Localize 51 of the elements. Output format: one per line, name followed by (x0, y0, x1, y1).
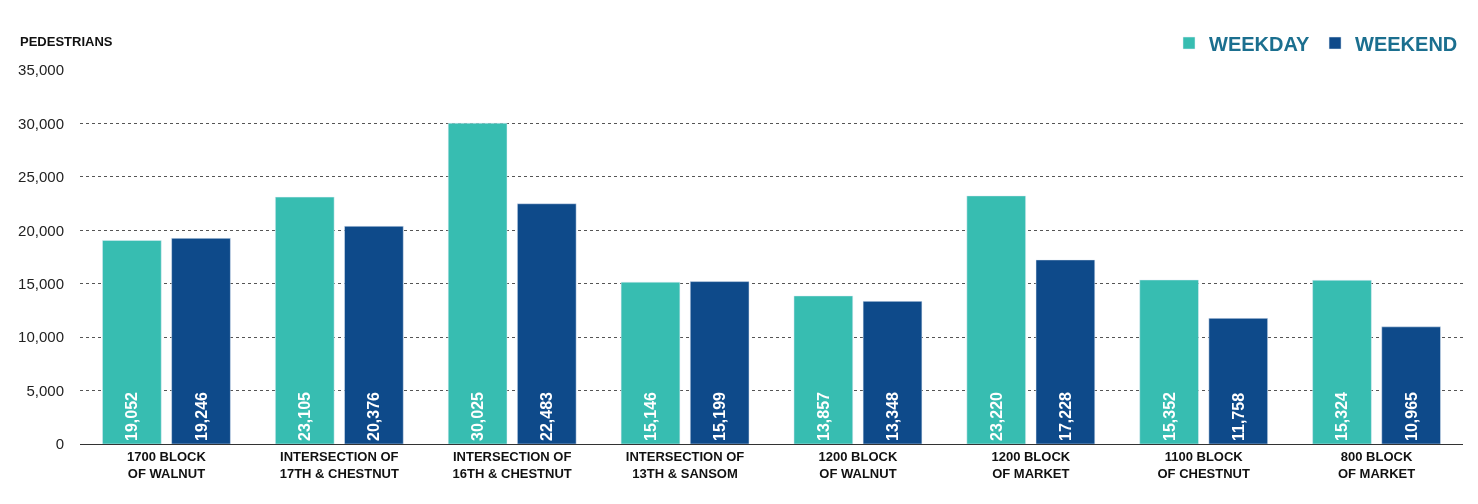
x-tick-label: INTERSECTION OF 16TH & CHESTNUT (452, 448, 572, 481)
data-label: 23,105 (296, 391, 314, 441)
bar (447, 122, 508, 444)
y-tick-label: 25,000 (18, 168, 64, 186)
x-tick-label: 1200 BLOCK OF MARKET (991, 448, 1071, 481)
data-label: 30,025 (469, 391, 487, 441)
bar (102, 240, 162, 444)
x-tick-label: INTERSECTION OF 17TH & CHESTNUT (279, 448, 399, 481)
bar (966, 195, 1026, 444)
x-tick-label: 1200 BLOCK OF WALNUT (818, 448, 898, 481)
bar (517, 203, 577, 444)
bar (690, 281, 750, 444)
data-label: 15,199 (711, 391, 729, 441)
y-tick-label: 5,000 (26, 381, 64, 399)
bar (1035, 259, 1096, 444)
data-label: 15,324 (1333, 391, 1351, 441)
bar (344, 226, 404, 444)
x-tick-label: 800 BLOCK OF MARKET (1337, 448, 1416, 481)
bar (1381, 326, 1441, 444)
data-label: 20,376 (365, 391, 383, 441)
bar (275, 196, 335, 444)
legend-label: WEEKDAY (1209, 32, 1311, 55)
bar (1139, 279, 1199, 444)
data-label: 23,220 (987, 391, 1005, 441)
x-tick-label: INTERSECTION OF 13TH & SANSOM (625, 448, 745, 481)
data-label: 13,348 (884, 391, 902, 441)
data-label: 19,246 (192, 391, 210, 441)
y-tick-label: 0 (55, 435, 64, 453)
data-label: 13,857 (814, 391, 832, 441)
data-label: 15,352 (1160, 391, 1178, 441)
bar (1312, 280, 1372, 444)
bar (171, 238, 231, 444)
y-tick-label: 30,000 (18, 114, 64, 132)
data-label: 10,965 (1402, 391, 1420, 441)
y-axis-title: PEDESTRIANS (20, 34, 113, 49)
legend-label: WEEKEND (1355, 32, 1458, 55)
bar (1208, 318, 1268, 444)
data-label: 17,228 (1056, 391, 1074, 441)
data-label: 11,758 (1229, 392, 1247, 441)
y-tick-label: 15,000 (18, 274, 64, 292)
x-tick-label: 1700 BLOCK OF WALNUT (127, 448, 207, 481)
y-tick-label: 20,000 (18, 221, 64, 239)
data-label: 15,146 (641, 391, 659, 441)
y-tick-label: 35,000 (18, 61, 64, 79)
bar (862, 301, 923, 444)
bar (793, 295, 853, 444)
y-tick-label: 10,000 (18, 328, 64, 346)
data-label: 22,483 (538, 391, 556, 441)
bar (620, 281, 681, 444)
x-tick-label: 1100 BLOCK OF CHESTNUT (1157, 448, 1250, 481)
data-label: 19,052 (123, 391, 141, 441)
